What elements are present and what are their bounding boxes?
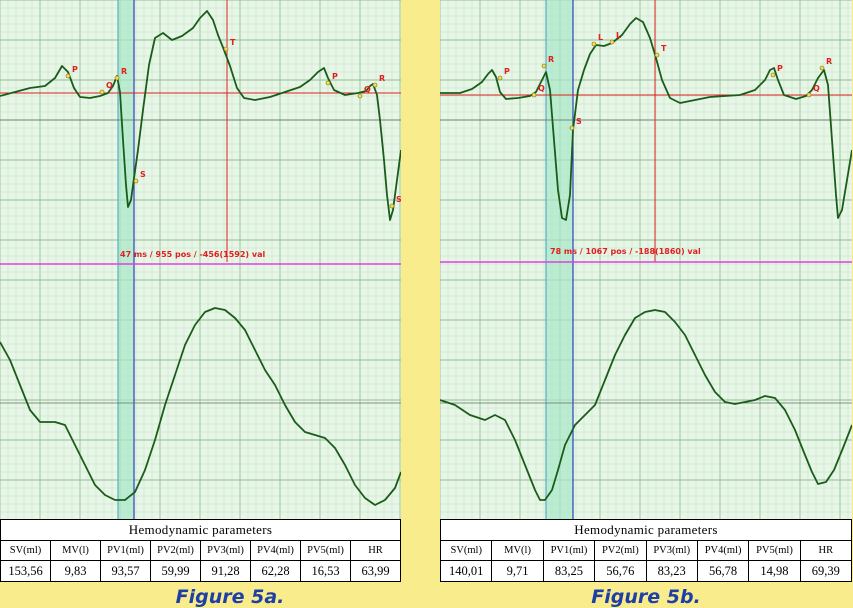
wave-point-marker [325, 80, 331, 86]
rheogram-trace [440, 309, 852, 501]
cursor-readout: 47 ms / 955 pos / -456(1592) val [120, 250, 265, 259]
cursor-readout: 78 ms / 1067 pos / -188(1860) val [550, 247, 701, 256]
wave-label-s: S [140, 170, 146, 179]
figure-5a-caption: Figure 5a. [175, 586, 285, 608]
figure-5b-chart: 78 ms / 1067 pos / -188(1860) val P Q R S L L T… [440, 0, 852, 519]
params-value-pv4: 62,28 [250, 560, 301, 582]
wave-point-marker [133, 178, 139, 184]
wave-label-t: T [661, 44, 667, 53]
wave-point-marker [569, 125, 575, 131]
figure-5b-params-table: Hemodynamic parameters SV(ml) MV(l) PV1(… [439, 519, 853, 582]
params-header-hr: HR [799, 540, 853, 561]
wave-label-q: Q [106, 81, 113, 90]
params-value-pv1: 93,57 [100, 560, 151, 582]
params-header-pv3: PV3(ml) [645, 540, 698, 561]
wave-point-marker [541, 63, 547, 69]
params-header-sv: SV(ml) [439, 540, 493, 561]
params-value-hr: 69,39 [799, 560, 853, 582]
wave-point-marker [609, 39, 615, 45]
params-value-pv5: 16,53 [300, 560, 351, 582]
wave-point-marker [389, 203, 395, 209]
wave-label-l: L [598, 33, 603, 42]
rheogram-trace [0, 307, 401, 506]
wave-point-marker [114, 75, 120, 81]
params-value-pv1: 83,25 [542, 560, 596, 582]
wave-label-s: S [576, 117, 582, 126]
params-value-sv: 140,01 [439, 560, 493, 582]
grid-background [440, 0, 852, 519]
params-header-pv2: PV2(ml) [150, 540, 201, 561]
params-table-title: Hemodynamic parameters [440, 519, 852, 541]
params-header-hr: HR [350, 540, 401, 561]
wave-label-p: P [777, 64, 783, 73]
params-header-pv1: PV1(ml) [100, 540, 151, 561]
wave-point-marker [372, 82, 378, 88]
selection-band [546, 0, 573, 519]
wave-point-marker [99, 89, 105, 95]
ecg-trace [0, 10, 401, 221]
params-header-pv1: PV1(ml) [542, 540, 596, 561]
grid [0, 0, 401, 519]
figure-5a-panel: 47 ms / 955 pos / -456(1592) val P Q R S T P Q R… [0, 0, 401, 584]
params-header-pv4: PV4(ml) [696, 540, 750, 561]
grid-background [0, 0, 401, 519]
wave-label-q: Q [364, 85, 371, 94]
params-value-pv4: 56,78 [696, 560, 750, 582]
params-header-mv: MV(l) [50, 540, 101, 561]
figure-5b-panel: 78 ms / 1067 pos / -188(1860) val P Q R S L L T… [439, 0, 853, 584]
wave-label-q: Q [538, 84, 545, 93]
params-header-pv4: PV4(ml) [250, 540, 301, 561]
params-header-sv: SV(ml) [0, 540, 51, 561]
figure-5b-caption: Figure 5b. [591, 586, 701, 608]
wave-point-marker [497, 75, 503, 81]
wave-point-marker [357, 93, 363, 99]
wave-label-r: R [548, 55, 554, 64]
params-table-title: Hemodynamic parameters [0, 519, 401, 541]
params-value-mv: 9,71 [491, 560, 544, 582]
params-header-mv: MV(l) [491, 540, 544, 561]
wave-label-r: R [826, 57, 832, 66]
wave-label-t: T [230, 38, 236, 47]
wave-label-p: P [72, 65, 78, 74]
params-value-mv: 9,83 [50, 560, 101, 582]
wave-point-marker [531, 92, 537, 98]
wave-point-marker [770, 72, 776, 78]
params-value-pv5: 14,98 [748, 560, 801, 582]
wave-label-l: L [616, 31, 621, 40]
selection-band [118, 0, 134, 519]
wave-point-marker [591, 41, 597, 47]
wave-label-r: R [379, 74, 385, 83]
params-value-hr: 63,99 [350, 560, 401, 582]
wave-point-marker [654, 52, 660, 58]
params-header-pv5: PV5(ml) [300, 540, 351, 561]
figure-5a-params-table: Hemodynamic parameters SV(ml) MV(l) PV1(… [0, 519, 401, 582]
wave-point-marker [819, 65, 825, 71]
wave-label-p: P [504, 67, 510, 76]
params-value-pv3: 91,28 [200, 560, 251, 582]
wave-label-s: S [396, 195, 401, 204]
wave-point-marker [806, 92, 812, 98]
params-value-sv: 153,56 [0, 560, 51, 582]
params-header-pv2: PV2(ml) [594, 540, 647, 561]
wave-label-q: Q [813, 84, 820, 93]
figure-5a-chart: 47 ms / 955 pos / -456(1592) valPQRSTPQR… [0, 0, 401, 519]
wave-label-p: P [332, 72, 338, 81]
params-value-pv3: 83,23 [645, 560, 698, 582]
wave-point-marker [223, 46, 229, 52]
wave-label-r: R [121, 67, 127, 76]
params-value-pv2: 59,99 [150, 560, 201, 582]
params-value-pv2: 56,76 [594, 560, 647, 582]
params-header-pv3: PV3(ml) [200, 540, 251, 561]
wave-point-marker [65, 73, 71, 79]
params-header-pv5: PV5(ml) [748, 540, 801, 561]
